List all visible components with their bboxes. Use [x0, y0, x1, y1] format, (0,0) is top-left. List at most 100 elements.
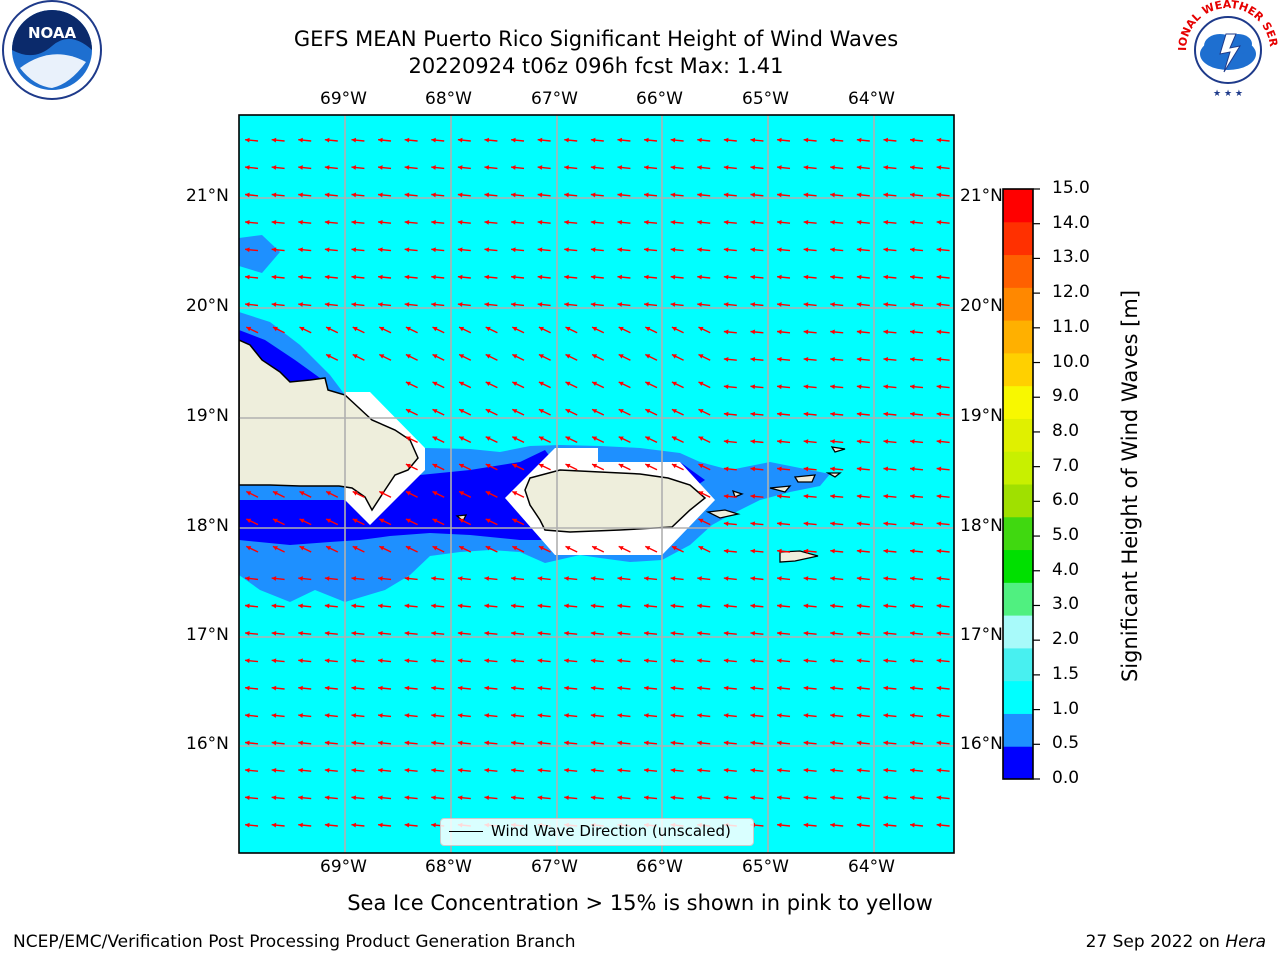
wave-direction-arrowhead	[777, 439, 782, 444]
wave-direction-arrowhead	[592, 409, 598, 414]
wave-direction-arrowhead	[723, 329, 729, 335]
wave-direction-arrowhead	[592, 436, 598, 441]
map-frame	[238, 114, 955, 854]
wave-direction-arrowhead	[803, 548, 809, 554]
wave-direction-arrowhead	[592, 546, 598, 551]
wave-direction-arrowhead	[298, 713, 303, 718]
wave-direction-arrowhead	[698, 381, 704, 387]
wave-direction-arrowhead	[352, 354, 358, 359]
wave-direction-arrowhead	[777, 658, 782, 664]
wave-direction-arrowhead	[830, 493, 835, 499]
wave-direction-arrowhead	[803, 685, 809, 691]
wave-direction-arrowhead	[272, 546, 278, 551]
wave-direction-arrowhead	[883, 630, 889, 636]
wave-direction-arrowhead	[750, 658, 756, 664]
wave-direction-arrowhead	[271, 247, 277, 253]
wave-direction-arrowhead	[750, 767, 756, 773]
wave-direction-arrowhead	[379, 354, 385, 359]
wave-direction-arrowhead	[670, 576, 676, 581]
wave-direction-arrowhead	[298, 767, 303, 773]
wave-direction-arrowhead	[671, 409, 677, 414]
wave-direction-arrowhead	[432, 491, 438, 496]
wave-direction-arrowhead	[298, 658, 303, 664]
wave-direction-arrowhead	[245, 274, 250, 280]
wave-direction-arrowhead	[299, 326, 305, 332]
colorbar-tick-label: 5.0	[1052, 525, 1080, 546]
lat-label-right: 21°N	[960, 186, 1003, 206]
legend-label: Wind Wave Direction (unscaled)	[491, 822, 731, 840]
wave-direction-arrowhead	[271, 274, 277, 280]
lat-label-right: 18°N	[960, 516, 1003, 536]
wave-direction-arrowhead	[378, 247, 383, 253]
wave-direction-arrowhead	[697, 274, 702, 280]
wave-direction-arrowhead	[298, 603, 303, 609]
wave-direction-arrowhead	[910, 740, 915, 746]
wave-direction-arrowhead	[645, 436, 651, 441]
wave-direction-arrowhead	[511, 713, 516, 718]
noaa-logo: NOAA	[2, 0, 102, 100]
wave-direction-arrowhead	[883, 548, 889, 554]
wave-direction-arrowhead	[484, 713, 490, 718]
wave-direction-arrowhead	[856, 603, 862, 609]
wave-direction-arrowhead	[351, 740, 357, 746]
wave-direction-arrowhead	[484, 165, 490, 170]
wave-direction-arrowhead	[803, 822, 809, 828]
wave-direction-arrowhead	[511, 192, 516, 198]
wave-direction-arrowhead	[432, 518, 438, 524]
wind-wave-direction-arrows	[244, 137, 950, 828]
wave-direction-arrowhead	[617, 658, 623, 664]
wave-direction-arrowhead	[910, 576, 915, 581]
lat-label-right: 19°N	[960, 406, 1003, 426]
colorbar-tick-label: 14.0	[1052, 212, 1090, 233]
wave-direction-arrowhead	[856, 137, 862, 143]
wave-direction-arrowhead	[830, 247, 835, 253]
wave-direction-arrowhead	[723, 302, 729, 307]
wave-direction-arrowhead	[723, 411, 729, 417]
wave-direction-arrowhead	[617, 302, 623, 307]
wave-direction-arrowhead	[830, 713, 835, 718]
wave-direction-arrowhead	[936, 521, 942, 527]
wave-direction-arrowhead	[271, 795, 277, 801]
wave-direction-arrowhead	[564, 658, 569, 664]
wave-direction-arrowhead	[590, 713, 596, 718]
wave-direction-arrowhead	[431, 219, 436, 225]
wave-direction-arrowhead	[431, 247, 436, 253]
wave-direction-arrowhead	[910, 658, 915, 664]
wave-direction-arrowhead	[404, 658, 410, 664]
wave-direction-arrowhead	[698, 463, 704, 469]
wave-direction-arrowhead	[431, 767, 436, 773]
wave-direction-arrowhead	[670, 274, 676, 280]
wave-direction-arrowhead	[324, 137, 330, 143]
wave-direction-arrowhead	[405, 518, 411, 524]
wave-direction-arrowhead	[644, 767, 649, 773]
wave-direction-arrowhead	[590, 247, 596, 253]
wave-direction-arrowhead	[883, 329, 889, 335]
wave-direction-arrowhead	[803, 630, 809, 636]
wave-direction-arrowhead	[803, 713, 809, 718]
wave-direction-arrowhead	[457, 302, 463, 307]
wave-direction-arrowhead	[830, 137, 835, 143]
wave-direction-arrowhead	[432, 436, 438, 441]
wave-direction-arrowhead	[538, 326, 544, 332]
wave-direction-arrowhead	[590, 767, 596, 773]
colorbar-segment	[1003, 484, 1033, 518]
wave-direction-arrowhead	[378, 603, 383, 609]
lat-label-right: 16°N	[960, 734, 1003, 754]
wave-direction-arrowhead	[910, 630, 915, 636]
wave-direction-arrowhead	[777, 767, 782, 773]
wave-direction-arrowhead	[485, 409, 491, 414]
wave-direction-arrowhead	[856, 411, 862, 417]
wave-direction-arrowhead	[245, 795, 250, 801]
wave-direction-arrowhead	[617, 219, 623, 225]
wave-direction-arrowhead	[910, 466, 915, 472]
lon-label-bottom: 69°W	[320, 857, 367, 877]
wave-direction-arrowhead	[856, 466, 862, 472]
lat-label-left: 20°N	[186, 296, 229, 316]
wave-direction-arrowhead	[750, 548, 756, 554]
wave-direction-arrowhead	[803, 521, 809, 527]
wave-direction-arrowhead	[697, 658, 702, 664]
wave-direction-arrowhead	[272, 491, 278, 496]
wave-direction-arrowhead	[590, 219, 596, 225]
wave-direction-arrowhead	[326, 518, 332, 524]
wave-direction-arrowhead	[830, 411, 835, 417]
